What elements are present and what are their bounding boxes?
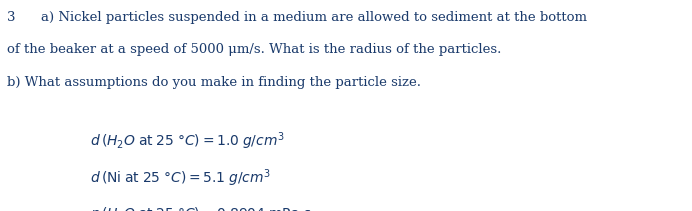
Text: 3: 3: [7, 11, 15, 24]
Text: $d\,(H_2O\;\mathrm{at}\;25\;{°}C) = 1.0\;g/cm^3$: $d\,(H_2O\;\mathrm{at}\;25\;{°}C) = 1.0\…: [90, 131, 285, 152]
Text: a) Nickel particles suspended in a medium are allowed to sediment at the bottom: a) Nickel particles suspended in a mediu…: [7, 11, 587, 24]
Text: of the beaker at a speed of 5000 μm/s. What is the radius of the particles.: of the beaker at a speed of 5000 μm/s. W…: [7, 43, 501, 56]
Text: b) What assumptions do you make in finding the particle size.: b) What assumptions do you make in findi…: [7, 76, 421, 89]
Text: $\eta\,(H_2O\;\mathrm{at}\;25\;{°}C) = 0.8904\;\mathrm{mPa{\cdot}s}$: $\eta\,(H_2O\;\mathrm{at}\;25\;{°}C) = 0…: [90, 205, 311, 211]
Text: $d\,(\mathrm{Ni}\;\mathrm{at}\;25\;{°}C) = 5.1\;g/cm^3$: $d\,(\mathrm{Ni}\;\mathrm{at}\;25\;{°}C)…: [90, 168, 271, 189]
